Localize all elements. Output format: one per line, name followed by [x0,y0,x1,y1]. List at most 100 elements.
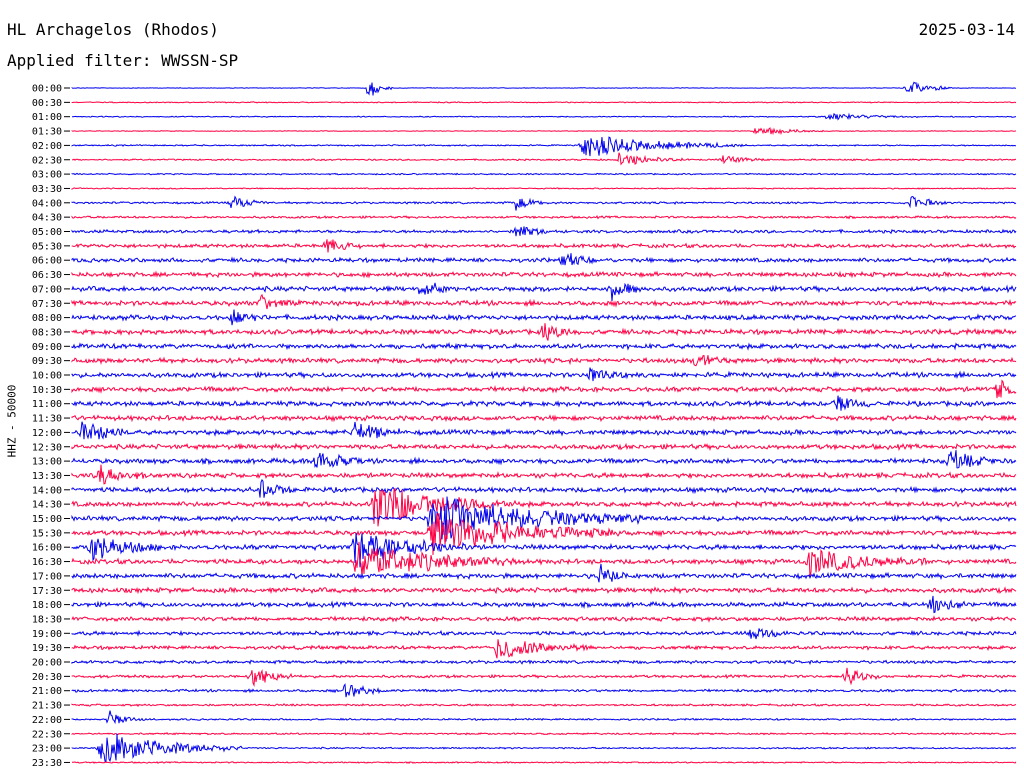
row-time-label: 15:00 [32,514,62,525]
seismic-trace-row [71,703,1017,708]
row-time-label: 10:30 [32,385,62,396]
row-time-label: 22:00 [32,715,62,726]
recording-date: 2025-03-14 [918,20,1015,39]
seismic-trace-row [71,595,1017,614]
row-time-label: 23:30 [32,758,62,769]
seismic-trace-row [71,152,1017,166]
seismic-trace-row [71,563,1017,583]
seismic-trace-row [71,187,1017,190]
row-time-label: 16:00 [32,543,62,554]
seismic-trace-row [71,541,1017,578]
seismic-trace-row [71,761,1017,764]
row-time-label: 06:00 [32,256,62,267]
seismic-trace-row [71,615,1017,623]
seismic-trace-row [71,442,1017,452]
row-time-label: 07:30 [32,299,62,310]
seismic-trace-row [71,136,1016,157]
seismic-trace-row [71,421,1017,440]
seismic-trace-row [71,659,1017,666]
row-time-label: 02:30 [32,155,62,166]
seismic-trace-row [71,450,1017,469]
row-time-label: 19:00 [32,629,62,640]
row-time-label: 00:00 [32,84,62,95]
seismic-trace-row [71,253,1017,266]
row-time-label: 11:00 [32,399,62,410]
seismic-trace-row [71,732,1017,736]
row-time-label: 07:00 [32,284,62,295]
seismic-trace-row [71,81,1017,96]
row-time-label: 08:00 [32,313,62,324]
row-time-label: 19:30 [32,643,62,654]
seismic-trace-row [71,710,1017,725]
row-time-label: 17:00 [32,571,62,582]
row-time-label: 21:00 [32,686,62,697]
seismic-trace-row [71,464,1017,485]
row-time-label: 05:30 [32,241,62,252]
seismic-trace-row [71,395,1017,411]
row-time-label: 04:30 [32,213,62,224]
seismic-trace-row [71,101,1017,104]
seismic-trace-row [71,195,1017,211]
row-time-label: 04:00 [32,198,62,209]
row-time-label: 14:00 [32,485,62,496]
row-time-label: 15:30 [32,528,62,539]
row-time-label: 20:30 [32,672,62,683]
seismic-trace-row [71,683,1017,698]
seismic-trace-row [71,214,1017,220]
seismic-trace-row [71,496,1017,542]
row-time-label: 14:30 [32,500,62,511]
row-time-label: 22:30 [32,729,62,740]
seismic-trace-row [71,639,1017,659]
seismic-trace-row [71,733,1017,763]
seismic-trace-row [71,367,1017,382]
row-time-label: 05:00 [32,227,62,238]
row-time-label: 11:30 [32,414,62,425]
row-time-label: 03:00 [32,170,62,181]
seismic-trace-row [71,512,1017,556]
row-time-label: 16:30 [32,557,62,568]
row-time-label: 01:30 [32,127,62,138]
row-time-label: 00:30 [32,98,62,109]
seismic-trace-row [71,379,1017,399]
seismic-trace-row [71,667,1017,687]
seismic-trace-row [71,323,1017,341]
row-time-label: 08:30 [32,327,62,338]
filter-label: Applied filter: WWSSN-SP [7,51,239,70]
row-time-label: 13:00 [32,457,62,468]
row-time-label: 09:00 [32,342,62,353]
row-time-label: 23:00 [32,744,62,755]
row-time-label: 02:00 [32,141,62,152]
row-time-label: 17:30 [32,586,62,597]
row-time-label: 12:30 [32,442,62,453]
row-time-label: 01:00 [32,112,62,123]
row-time-label: 21:30 [32,701,62,712]
row-time-label: 03:30 [32,184,62,195]
seismic-trace-row [71,226,1017,237]
row-time-label: 12:00 [32,428,62,439]
row-time-label: 10:00 [32,371,62,382]
seismic-trace-row [71,282,1017,301]
row-time-label: 18:30 [32,614,62,625]
seismic-trace-row [71,270,1017,279]
seismic-trace-row [71,127,1017,136]
row-time-label: 13:30 [32,471,62,482]
station-title: HL Archagelos (Rhodos) [7,20,219,39]
seismic-trace-row [71,239,1017,253]
seismic-trace-row [71,341,1017,351]
seismic-trace-row [71,309,1017,326]
seismic-trace-row [71,586,1017,595]
seismic-trace-row [71,112,1017,121]
row-time-label: 06:30 [32,270,62,281]
seismic-trace-row [71,487,1017,527]
seismic-trace-row [71,293,1017,310]
row-time-label: 09:30 [32,356,62,367]
row-time-label: 20:00 [32,658,62,669]
seismic-trace-row [71,414,1017,423]
seismic-trace-row [71,478,1017,498]
row-time-label: 18:00 [32,600,62,611]
seismic-trace-row [71,532,1017,568]
seismic-trace-row [71,355,1017,367]
seismic-trace-row [71,172,1017,176]
seismic-trace-row [71,628,1017,640]
